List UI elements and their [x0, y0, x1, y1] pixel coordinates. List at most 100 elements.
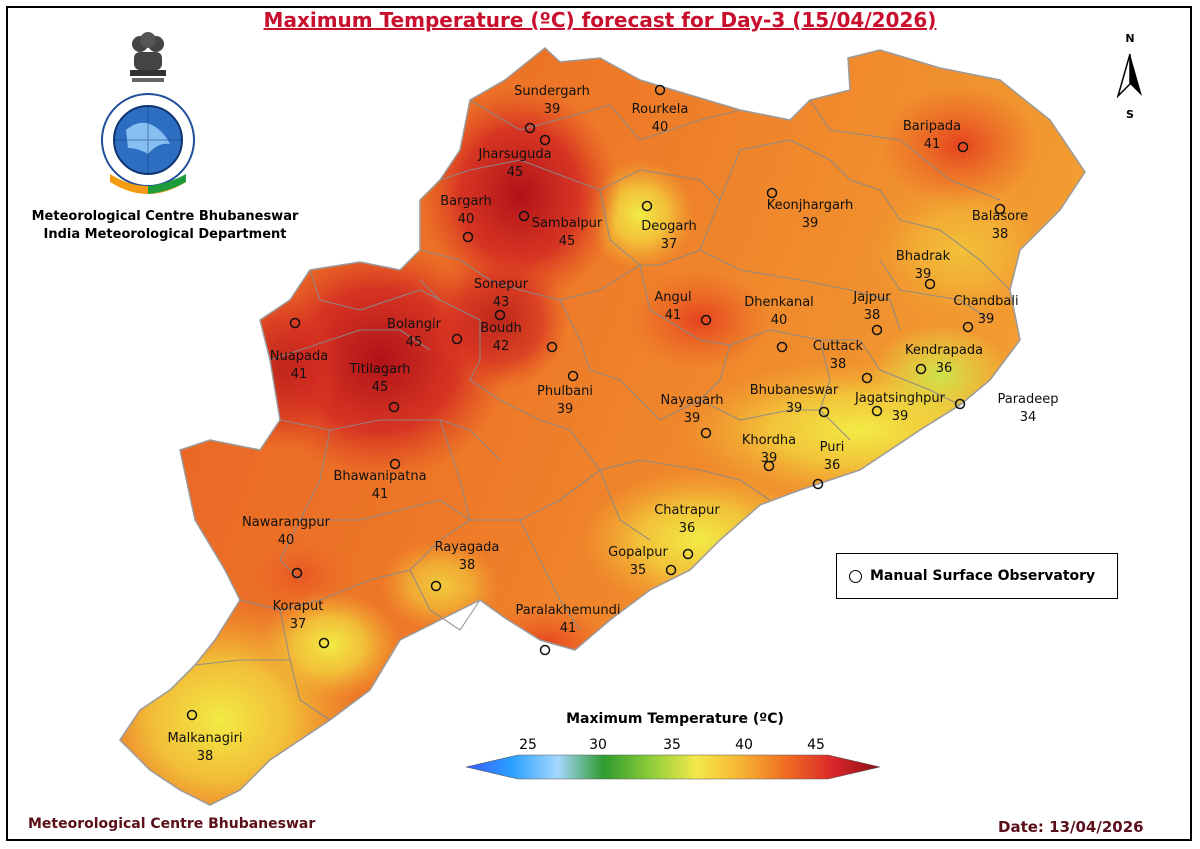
station-rourkela: Rourkela 40 — [632, 84, 689, 135]
legend-label: Manual Surface Observatory — [870, 568, 1096, 584]
north-arrow-icon — [1116, 53, 1142, 99]
station-name: Chatrapur — [654, 503, 720, 518]
observatory-marker-icon — [494, 309, 506, 321]
station-name: Bhadrak — [896, 249, 951, 264]
station-name: Cuttack — [813, 339, 864, 354]
station-temperature: 40 — [652, 120, 669, 135]
map-title: Maximum Temperature (ºC) forecast for Da… — [263, 8, 937, 32]
station-temperature: 36 — [679, 521, 696, 536]
observatory-marker-icon — [954, 398, 966, 410]
station-name: Nawarangpur — [242, 515, 331, 530]
map-legend: Manual Surface Observatory — [836, 553, 1118, 599]
station-name: Bargarh — [440, 194, 492, 209]
observatory-marker-icon — [871, 405, 883, 417]
station-paralakhemundi: Paralakhemundi 41 — [516, 603, 621, 656]
station-cuttack: Cuttack 38 — [813, 339, 873, 384]
observatory-marker-icon — [682, 548, 694, 560]
observatory-marker-icon — [451, 333, 463, 345]
station-sundergarh: Sundergarh 39 — [514, 84, 590, 134]
observatory-marker-icon — [186, 709, 198, 721]
station-keonjhargarh: Keonjhargarh 39 — [767, 187, 854, 231]
station-temperature: 45 — [559, 234, 576, 249]
station-temperature: 36 — [824, 458, 841, 473]
observatory-marker-icon — [654, 84, 666, 96]
station-puri: Puri 36 — [812, 440, 844, 490]
colorbar — [466, 754, 880, 780]
station-temperature: 38 — [864, 308, 881, 323]
observatory-marker-icon — [957, 141, 969, 153]
station-name: Rourkela — [632, 102, 689, 117]
station-name: Baripada — [903, 119, 961, 134]
station-angul: Angul 41 — [654, 290, 712, 326]
station-temperature: 39 — [557, 402, 574, 417]
colorbar-tick-30: 30 — [589, 737, 607, 753]
station-titilagarh: Titilagarh 45 — [348, 362, 411, 413]
station-bargarh: Bargarh 40 — [440, 194, 492, 243]
observatory-marker-icon — [700, 314, 712, 326]
station-name: Sonepur — [474, 277, 529, 292]
station-name: Angul — [654, 290, 691, 305]
station-name: Titilagarh — [348, 362, 410, 377]
imd-globe-icon — [101, 93, 195, 194]
observatory-marker-icon — [389, 458, 401, 470]
observatory-marker-icon — [539, 644, 551, 656]
station-name: Jharsuguda — [477, 147, 551, 162]
station-name: Nuapada — [270, 349, 328, 364]
colorbar-tick-25: 25 — [519, 737, 537, 753]
observatory-marker-icon — [524, 122, 536, 134]
compass-south-label: S — [1126, 108, 1134, 121]
station-temperature: 40 — [278, 533, 295, 548]
station-jajpur: Jajpur 38 — [852, 290, 891, 336]
station-name: Malkanagiri — [167, 731, 242, 746]
observatory-marker-icon — [641, 200, 653, 212]
station-name: Jajpur — [852, 290, 891, 305]
station-temperature: 39 — [978, 312, 995, 327]
ashoka-emblem-icon — [130, 32, 166, 82]
station-temperature: 39 — [915, 267, 932, 282]
district-boundaries — [194, 99, 1011, 721]
station-name: Sundergarh — [514, 84, 590, 99]
station-temperature: 38 — [992, 227, 1009, 242]
station-layer: Sundergarh 39 Rourkela 40 Jharsuguda 45 Bargar… — [167, 84, 1058, 764]
station-chatrapur: Chatrapur 36 — [654, 503, 720, 560]
footer-date: Date: 13/04/2026 — [998, 818, 1144, 836]
station-name: Khordha — [742, 433, 796, 448]
colorbar-title: Maximum Temperature (ºC) — [566, 711, 784, 727]
station-temperature: 35 — [630, 563, 647, 578]
station-sonepur: Sonepur 43 — [474, 277, 529, 321]
station-baripada: Baripada 41 — [903, 119, 969, 153]
station-temperature: 41 — [291, 367, 308, 382]
station-deogarh: Deogarh 37 — [641, 200, 697, 252]
station-khordha: Khordha 39 — [742, 433, 796, 472]
station-name: Paralakhemundi — [516, 603, 621, 618]
north-arrow: N S — [1108, 30, 1152, 126]
station-temperature: 40 — [771, 313, 788, 328]
station-bhadrak: Bhadrak 39 — [896, 249, 951, 290]
footer-organization: Meteorological Centre Bhubaneswar — [28, 816, 316, 832]
station-chandbali: Chandbali 39 — [953, 294, 1019, 333]
observatory-marker-icon — [700, 427, 712, 439]
station-name: Paradeep — [997, 392, 1058, 407]
station-temperature: 39 — [892, 409, 909, 424]
station-temperature: 37 — [661, 237, 678, 252]
station-name: Balasore — [972, 209, 1028, 224]
map-frame — [6, 6, 1192, 841]
station-temperature: 41 — [372, 487, 389, 502]
station-temperature: 41 — [924, 137, 941, 152]
colorbar-tick-40: 40 — [735, 737, 753, 753]
station-jharsuguda: Jharsuguda 45 — [477, 134, 552, 180]
station-name: Keonjhargarh — [767, 198, 854, 213]
observatory-marker-icon — [665, 564, 677, 576]
station-nayagarh: Nayagarh 39 — [661, 393, 723, 439]
station-bolangir: Bolangir 45 — [387, 317, 463, 350]
observatory-marker-icon — [924, 278, 936, 290]
station-name: Rayagada — [435, 540, 500, 555]
station-temperature: 42 — [493, 339, 510, 354]
observatory-marker-icon — [462, 231, 474, 243]
observatory-marker-icon — [871, 324, 883, 336]
station-temperature: 36 — [936, 361, 953, 376]
observatory-marker-icon — [776, 341, 788, 353]
station-temperature: 39 — [544, 102, 561, 117]
station-name: Bolangir — [387, 317, 442, 332]
